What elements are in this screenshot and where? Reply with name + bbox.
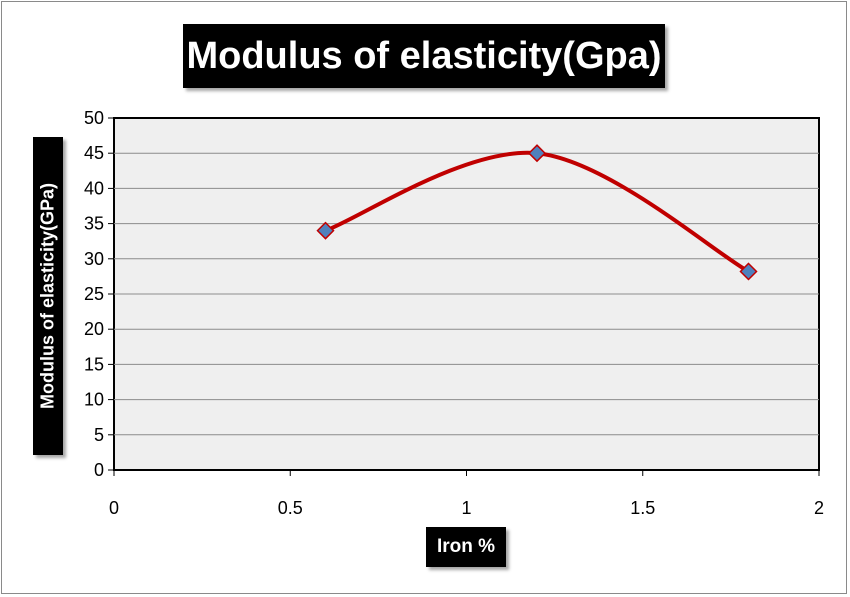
x-tick-label: 1.5 [630,498,655,518]
y-axis-label: Modulus of elasticity(GPa) [37,182,58,410]
x-tick-label: 0.5 [278,498,303,518]
y-tick-label: 35 [84,214,104,234]
y-tick-label: 50 [84,108,104,128]
y-tick-label: 0 [94,460,104,480]
data-point-marker [316,221,335,240]
x-axis-label: Iron % [426,527,506,567]
data-point-marker [527,144,547,163]
series-markers [316,144,758,281]
y-axis-ticks: 0 5 10 15 20 25 30 35 40 45 50 [84,108,114,480]
y-tick-label: 30 [84,249,104,269]
y-axis-label-box: Modulus of elasticity(GPa) [33,137,63,455]
y-tick-label: 10 [84,390,104,410]
chart-title: Modulus of elasticity(Gpa) [183,24,665,88]
y-tick-label: 5 [94,425,104,445]
y-tick-label: 15 [84,354,104,374]
y-tick-label: 25 [84,284,104,304]
x-tick-label: 2 [814,498,824,518]
y-tick-label: 45 [84,143,104,163]
x-axis-ticks: 0 0.5 1 1.5 2 [109,470,824,518]
grid-lines [114,152,819,436]
y-tick-label: 40 [84,178,104,198]
x-tick-label: 0 [109,498,119,518]
x-tick-label: 1 [461,498,471,518]
y-tick-label: 20 [84,319,104,339]
data-point-marker [739,262,758,281]
